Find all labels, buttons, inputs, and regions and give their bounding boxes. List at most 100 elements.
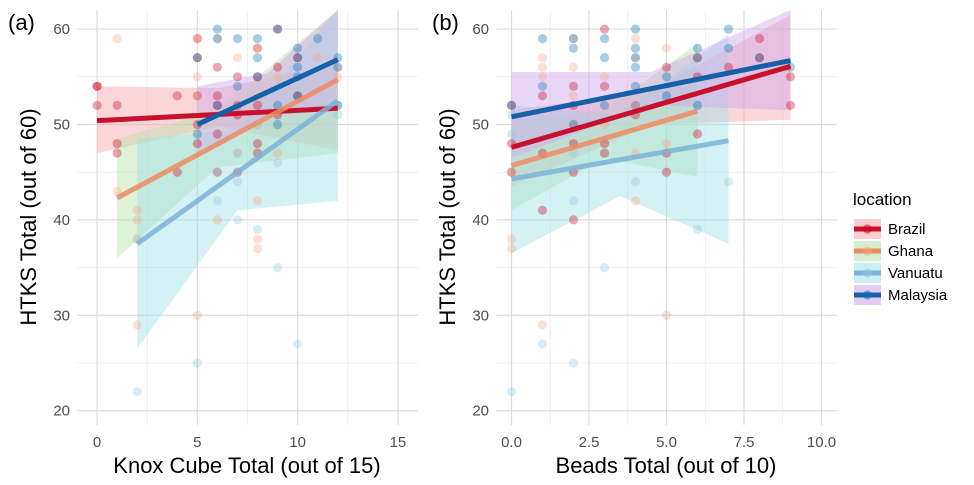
legend-label: Brazil bbox=[888, 221, 926, 238]
point-malaysia bbox=[630, 24, 641, 34]
point-brazil bbox=[232, 72, 243, 82]
point-brazil bbox=[273, 24, 283, 34]
legend-key-point bbox=[862, 224, 873, 234]
panel-label: (a) bbox=[8, 10, 35, 35]
point-ghana bbox=[273, 72, 283, 82]
x-tick-label: 15 bbox=[390, 434, 407, 451]
confidence-band-ghana bbox=[117, 10, 338, 258]
point-malaysia bbox=[212, 100, 222, 110]
point-malaysia bbox=[212, 34, 222, 44]
legend-entry-malaysia: Malaysia bbox=[854, 285, 948, 305]
point-ghana bbox=[506, 243, 517, 254]
point-ghana bbox=[252, 234, 263, 244]
point-vanuatu bbox=[273, 158, 283, 168]
point-vanuatu bbox=[506, 129, 517, 139]
point-ghana bbox=[112, 186, 122, 196]
point-brazil bbox=[212, 100, 222, 110]
point-malaysia bbox=[754, 53, 765, 63]
point-ghana bbox=[630, 53, 641, 63]
point-ghana bbox=[273, 148, 283, 158]
point-brazil bbox=[252, 100, 263, 110]
point-ghana bbox=[661, 43, 672, 53]
grid-a bbox=[77, 10, 418, 425]
point-ghana bbox=[212, 34, 222, 44]
point-vanuatu bbox=[132, 387, 142, 397]
point-brazil bbox=[723, 62, 734, 72]
point-malaysia bbox=[192, 53, 202, 63]
point-ghana bbox=[192, 34, 202, 44]
point-brazil bbox=[785, 72, 796, 82]
point-ghana bbox=[232, 148, 243, 158]
x-tick-label: 10.0 bbox=[807, 434, 836, 451]
point-vanuatu bbox=[599, 263, 610, 273]
fit-line-ghana bbox=[115, 77, 339, 201]
y-axis-title: HTKS Total (out of 60) bbox=[16, 108, 41, 325]
fit-line-brazil bbox=[510, 63, 792, 150]
point-ghana bbox=[132, 205, 142, 215]
plot-area-b bbox=[506, 10, 796, 397]
point-brazil bbox=[599, 148, 610, 158]
y-tick-label: 60 bbox=[472, 21, 489, 38]
point-brazil bbox=[568, 215, 579, 225]
point-vanuatu bbox=[273, 263, 283, 273]
point-vanuatu bbox=[630, 177, 641, 187]
point-malaysia bbox=[568, 34, 579, 44]
point-malaysia bbox=[661, 72, 672, 82]
point-ghana bbox=[506, 167, 517, 177]
point-malaysia bbox=[273, 100, 283, 110]
point-vanuatu bbox=[661, 91, 672, 101]
point-vanuatu bbox=[232, 177, 243, 187]
point-malaysia bbox=[537, 81, 548, 91]
legend-key-point bbox=[862, 268, 873, 278]
point-malaysia bbox=[723, 43, 734, 53]
point-vanuatu bbox=[568, 148, 579, 158]
point-brazil bbox=[212, 62, 222, 72]
point-malaysia bbox=[630, 43, 641, 53]
confidence-band-malaysia bbox=[197, 10, 338, 158]
point-ghana bbox=[252, 243, 263, 254]
point-vanuatu bbox=[192, 358, 202, 368]
point-ghana bbox=[192, 72, 202, 82]
y-tick-label: 30 bbox=[472, 307, 489, 324]
point-malaysia bbox=[599, 34, 610, 44]
fit-line-malaysia bbox=[196, 57, 339, 127]
point-vanuatu bbox=[212, 167, 222, 177]
point-brazil bbox=[112, 139, 122, 149]
point-ghana bbox=[692, 53, 703, 63]
point-brazil bbox=[273, 62, 283, 72]
point-brazil bbox=[692, 53, 703, 63]
point-vanuatu bbox=[232, 148, 243, 158]
point-ghana bbox=[537, 72, 548, 82]
point-brazil bbox=[599, 24, 610, 34]
point-ghana bbox=[568, 34, 579, 44]
point-brazil bbox=[192, 139, 202, 149]
panel-label: (b) bbox=[432, 10, 459, 35]
point-ghana bbox=[132, 215, 142, 225]
confidence-band-malaysia bbox=[511, 10, 791, 158]
point-brazil bbox=[252, 139, 263, 149]
point-malaysia bbox=[723, 24, 734, 34]
point-malaysia bbox=[630, 53, 641, 63]
point-brazil bbox=[92, 100, 102, 110]
point-brazil bbox=[92, 81, 102, 91]
point-vanuatu bbox=[568, 358, 579, 368]
y-tick-label: 40 bbox=[53, 212, 70, 229]
point-ghana bbox=[192, 91, 202, 101]
x-axis-title: Beads Total (out of 10) bbox=[556, 453, 777, 478]
point-brazil bbox=[192, 53, 202, 63]
point-brazil bbox=[172, 91, 182, 101]
point-malaysia bbox=[506, 100, 517, 110]
y-axis-title: HTKS Total (out of 60) bbox=[435, 108, 460, 325]
point-malaysia bbox=[630, 81, 641, 91]
legend-label: Vanuatu bbox=[888, 265, 943, 282]
point-malaysia bbox=[313, 34, 323, 44]
point-malaysia bbox=[293, 62, 303, 72]
x-tick-label: 7.5 bbox=[734, 434, 755, 451]
point-ghana bbox=[112, 34, 122, 44]
point-brazil bbox=[112, 100, 122, 110]
point-brazil bbox=[661, 62, 672, 72]
point-malaysia bbox=[192, 129, 202, 139]
x-tick-label: 5.0 bbox=[656, 434, 677, 451]
x-tick-label: 2.5 bbox=[579, 434, 600, 451]
panel-a: 0 5 10 15 20 30 40 50 60 Knox Cube Total (out of … bbox=[8, 10, 418, 478]
